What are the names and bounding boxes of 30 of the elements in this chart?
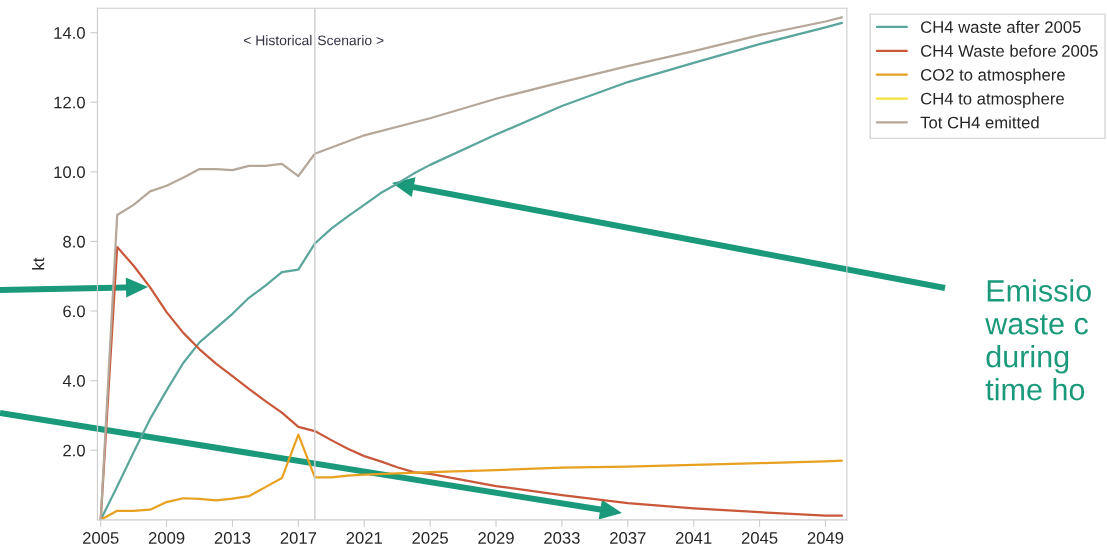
x-tick-label: 2005 <box>83 532 119 544</box>
x-tick-label: 2041 <box>675 532 712 544</box>
x-tick-label: 2009 <box>148 532 185 544</box>
y-tick-label: 4.0 <box>62 375 85 387</box>
legend-label: CO2 to atmosphere <box>921 68 1065 85</box>
y-tick-label: 12.0 <box>54 96 85 109</box>
y-tick-label: 2.0 <box>63 444 85 457</box>
legend-label: Tot CH4 emitted <box>920 116 1039 129</box>
x-tick-label: 2013 <box>214 532 251 544</box>
x-tick-label: 2033 <box>544 532 580 544</box>
legend-label: CH4 Waste before 2005 <box>921 44 1098 57</box>
legend-label: CH4 to atmosphere <box>921 92 1064 108</box>
x-tick-label: 2049 <box>807 532 844 544</box>
x-tick-label: 2021 <box>346 532 382 544</box>
legend-label: CH4 waste after 2005 <box>921 20 1081 33</box>
y-axis-title: kt <box>32 257 45 270</box>
y-tick-label: 14.0 <box>54 27 85 39</box>
text: Emissio waste c during time ho <box>985 279 1091 401</box>
annotation: Scenario > <box>317 35 384 46</box>
ref-line-label: < Historical <box>243 35 312 46</box>
y-tick-label: 6.0 <box>63 305 85 318</box>
line-series <box>99 245 844 520</box>
x-tick-label: 2037 <box>610 532 646 544</box>
x-tick-label: 2017 <box>280 532 317 544</box>
x-tick-label: 2025 <box>412 532 448 544</box>
x-tick-label: 2045 <box>741 532 778 544</box>
line-series <box>99 433 844 520</box>
x-tick-label: 2029 <box>478 532 514 544</box>
y-tick-label: 10.0 <box>54 166 85 179</box>
y-tick-label: 8.0 <box>63 235 85 248</box>
